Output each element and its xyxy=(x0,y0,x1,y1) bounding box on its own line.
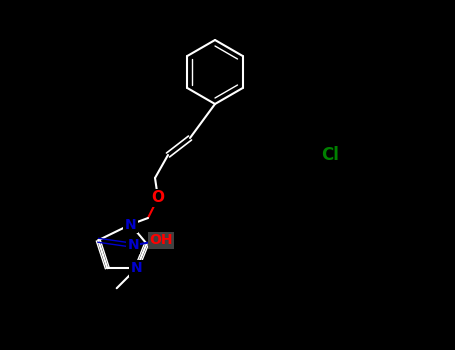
Text: Cl: Cl xyxy=(321,146,339,164)
Text: O: O xyxy=(152,190,165,205)
Text: N: N xyxy=(131,261,142,275)
Text: OH: OH xyxy=(150,233,173,247)
Text: N: N xyxy=(125,217,136,231)
Text: N: N xyxy=(127,238,139,252)
